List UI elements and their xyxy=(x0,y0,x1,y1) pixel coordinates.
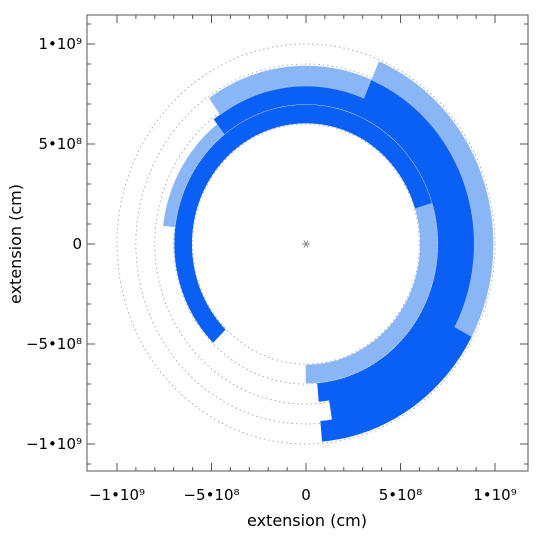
y-tick-label-2: 5•10⁸ xyxy=(39,135,83,153)
center-marker xyxy=(302,240,310,248)
x-axis-ticks: −1•10⁹ −5•10⁸ 0 5•10⁸ 1•10⁹ xyxy=(89,15,517,504)
y-axis-title: extension (cm) xyxy=(6,184,25,304)
plot-frame xyxy=(86,14,529,472)
center-marker-stroke-3 xyxy=(303,240,309,248)
y-axis-ticks: 1•10⁹ 5•10⁸ 0 −5•10⁸ −1•10⁹ xyxy=(26,23,528,465)
x-tick-label-4: 5•10⁸ xyxy=(379,486,423,504)
ring-segments xyxy=(163,61,494,442)
x-tick-label-5: 1•10⁹ xyxy=(473,486,517,504)
ring-segment-4 xyxy=(305,202,438,384)
x-tick-label-1: −1•10⁹ xyxy=(89,486,145,504)
ring-segment-13 xyxy=(320,327,472,442)
guide-circle-5 xyxy=(116,43,496,445)
y-tick-label-4: −5•10⁸ xyxy=(26,335,82,353)
ring-segment-2 xyxy=(174,104,307,241)
y-tick-label-3: 0 xyxy=(72,235,82,253)
y-tick-label-5: −1•10⁹ xyxy=(26,435,82,453)
x-tick-label-2: −5•10⁸ xyxy=(183,486,239,504)
guide-circle-1 xyxy=(192,123,420,365)
x-tick-label-3: 0 xyxy=(301,486,311,504)
y-tick-label-1: 1•10⁹ xyxy=(39,35,83,53)
x-axis-title: extension (cm) xyxy=(247,511,367,530)
ring-segment-1 xyxy=(174,238,226,343)
